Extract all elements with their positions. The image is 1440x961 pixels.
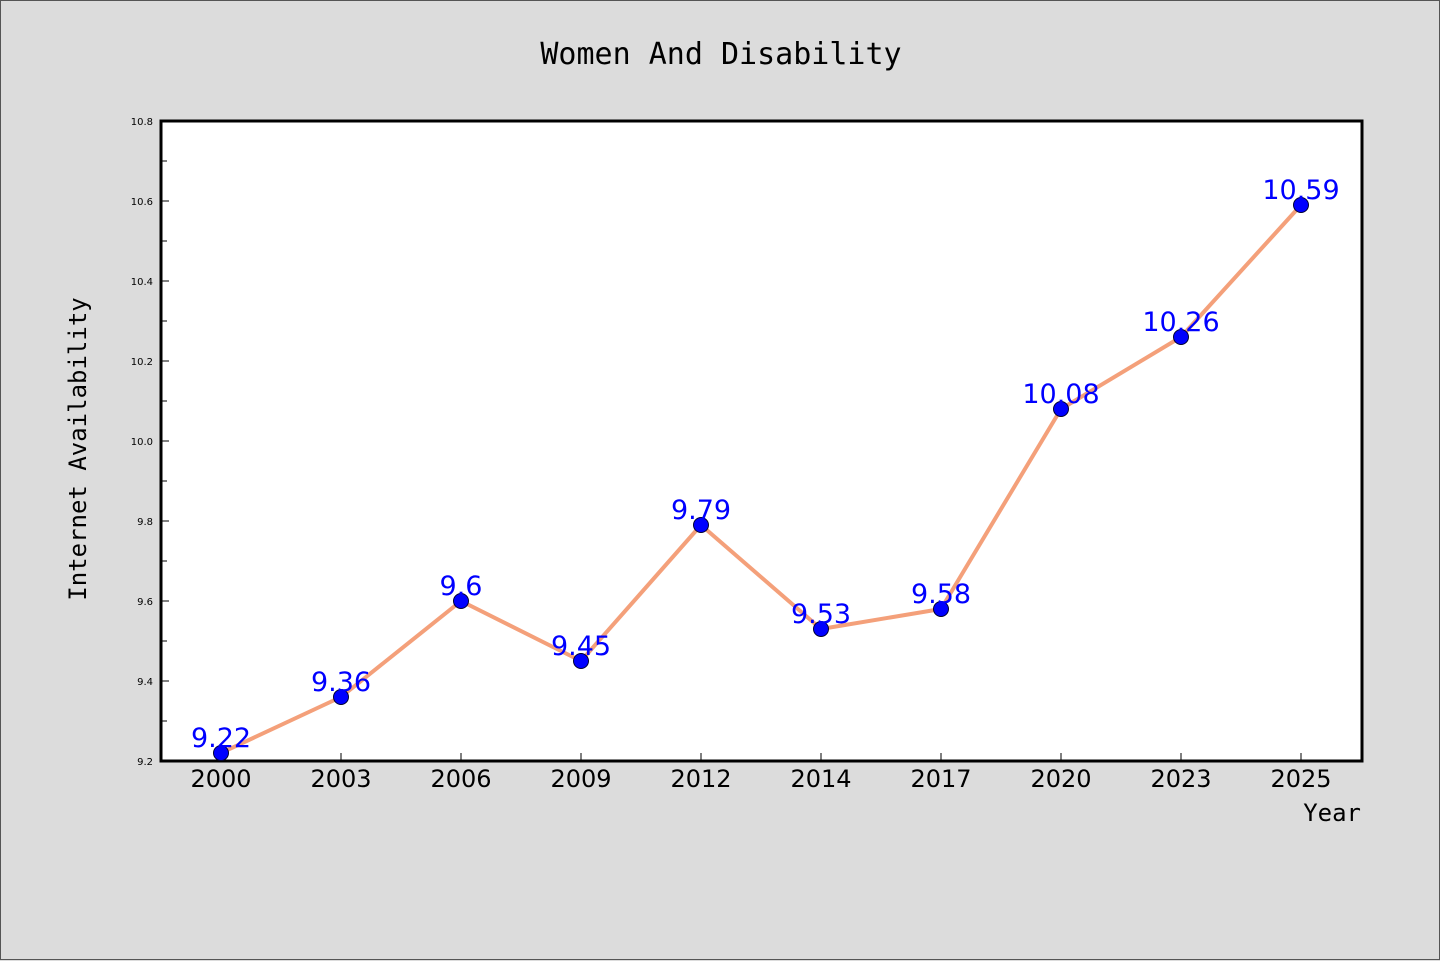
data-point xyxy=(1053,401,1069,417)
plot-area xyxy=(159,119,1364,763)
y-tick-label: 9.8 xyxy=(137,517,153,528)
x-tick-label: 2012 xyxy=(670,765,731,793)
x-tick-label: 2025 xyxy=(1270,765,1331,793)
data-point xyxy=(573,653,589,669)
y-tick-label: 9.2 xyxy=(137,757,153,768)
axis-ticks: 9.2 9.4 9.6 9.8 10.0 10.2 10.4 10.6 10.8 2000 2003… xyxy=(131,117,1332,793)
series-line xyxy=(220,203,1303,755)
y-tick-label: 10.0 xyxy=(131,437,153,448)
data-label: 10.08 xyxy=(1022,379,1099,410)
data-label: 9.22 xyxy=(191,723,251,754)
x-tick-label: 2023 xyxy=(1150,765,1211,793)
y-tick-label: 10.8 xyxy=(131,117,153,128)
data-point xyxy=(933,601,949,617)
data-point xyxy=(693,517,709,533)
data-label: 9.58 xyxy=(911,579,971,610)
x-tick-label: 2009 xyxy=(550,765,611,793)
x-axis-label: Year xyxy=(1303,799,1361,827)
data-point xyxy=(1173,329,1189,345)
data-label: 9.45 xyxy=(551,631,611,662)
data-label: 10.59 xyxy=(1262,175,1339,206)
data-point xyxy=(213,745,229,761)
data-label: 9.53 xyxy=(791,599,851,630)
y-tick-label: 9.4 xyxy=(137,677,153,688)
series-group: 9.22 9.36 9.6 9.45 9.79 9.53 9.58 10.08 10.26 10.… xyxy=(191,175,1340,761)
data-label: 9.79 xyxy=(671,495,731,526)
data-label: 10.26 xyxy=(1142,307,1219,338)
x-tick-label: 2020 xyxy=(1030,765,1091,793)
data-point xyxy=(813,621,829,637)
chart-title: Women And Disability xyxy=(540,37,901,72)
x-tick-label: 2017 xyxy=(910,765,971,793)
data-point xyxy=(1293,197,1309,213)
y-tick-label: 9.6 xyxy=(137,597,153,608)
data-label: 9.36 xyxy=(311,667,371,698)
x-tick-label: 2014 xyxy=(790,765,851,793)
y-axis-label: Internet Availability xyxy=(64,297,92,600)
x-tick-label: 2003 xyxy=(310,765,371,793)
y-tick-label: 10.6 xyxy=(131,197,153,208)
y-tick-label: 10.4 xyxy=(131,277,153,288)
y-tick-label: 10.2 xyxy=(131,357,153,368)
data-point xyxy=(333,689,349,705)
x-tick-label: 2000 xyxy=(190,765,251,793)
x-tick-label: 2006 xyxy=(430,765,491,793)
data-point xyxy=(453,593,469,609)
data-label: 9.6 xyxy=(440,571,483,602)
